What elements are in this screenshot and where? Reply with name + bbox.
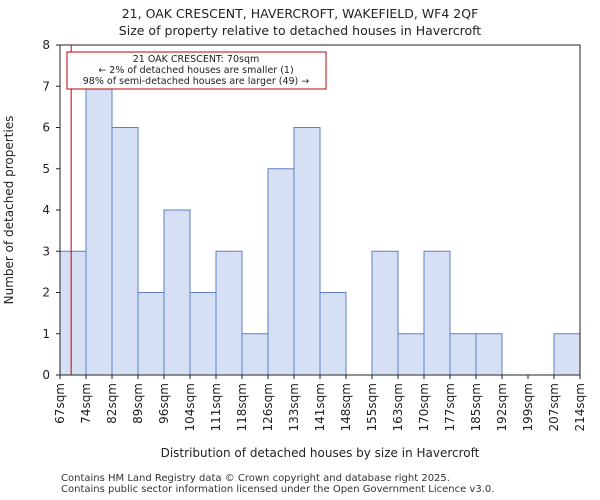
x-tick-label: 214sqm xyxy=(573,383,587,431)
x-axis: 67sqm 74sqm 82sqm 89sqm 96sqm 104sqm 111sqm 118… xyxy=(53,375,587,431)
bar-104sqm xyxy=(189,292,217,376)
bar-74sqm xyxy=(85,85,113,376)
x-tick-label: 199sqm xyxy=(521,383,535,431)
y-axis-label: Number of detached properties xyxy=(2,116,16,305)
annotation-line-2: ← 2% of detached houses are smaller (1) xyxy=(98,65,293,76)
bar-126sqm xyxy=(267,168,295,376)
bar-177sqm xyxy=(449,333,477,376)
x-tick-label: 74sqm xyxy=(79,383,93,424)
x-axis-label: Distribution of detached houses by size … xyxy=(161,446,480,460)
x-tick-label: 67sqm xyxy=(53,383,67,424)
bar-133sqm xyxy=(293,127,321,376)
bar-82sqm xyxy=(111,127,139,376)
x-tick-label: 170sqm xyxy=(417,383,431,431)
y-tick-label: 5 xyxy=(42,162,50,176)
y-tick-label: 3 xyxy=(42,244,50,258)
x-tick-label: 82sqm xyxy=(105,383,119,424)
bar-67sqm xyxy=(59,250,87,376)
y-tick-label: 4 xyxy=(42,203,50,217)
bar-155sqm xyxy=(371,250,399,376)
x-tick-label: 111sqm xyxy=(209,383,223,431)
x-tick-label: 163sqm xyxy=(391,383,405,431)
x-tick-label: 133sqm xyxy=(287,383,301,431)
bar-111sqm xyxy=(215,250,243,376)
x-tick-label: 185sqm xyxy=(469,383,483,431)
bar-170sqm xyxy=(423,250,451,376)
bar-141sqm xyxy=(319,292,347,376)
x-tick-label: 96sqm xyxy=(157,383,171,424)
x-tick-label: 126sqm xyxy=(261,383,275,431)
y-tick-label: 0 xyxy=(42,368,50,382)
annotation-border xyxy=(66,51,327,90)
annotation-line-1: 21 OAK CRESCENT: 70sqm xyxy=(133,54,259,65)
x-tick-label: 177sqm xyxy=(443,383,457,431)
y-tick-label: 2 xyxy=(42,286,50,300)
bar-89sqm xyxy=(137,292,165,376)
y-tick-label: 7 xyxy=(42,79,50,93)
bar-185sqm xyxy=(475,333,503,376)
annotation-line-3: 98% of semi-detached houses are larger (… xyxy=(83,76,310,87)
x-tick-label: 192sqm xyxy=(495,383,509,431)
y-axis: 0 1 2 3 4 5 6 7 8 xyxy=(42,38,60,382)
y-tick-label: 1 xyxy=(42,327,50,341)
x-tick-label: 89sqm xyxy=(131,383,145,424)
bar-207sqm xyxy=(553,333,581,376)
x-tick-label: 155sqm xyxy=(365,383,379,431)
bars-group xyxy=(59,85,581,376)
y-tick-label: 8 xyxy=(42,38,50,52)
x-tick-label: 118sqm xyxy=(235,383,249,431)
bar-118sqm xyxy=(241,333,269,376)
x-tick-label: 207sqm xyxy=(547,383,561,431)
footer: Contains HM Land Registry data © Crown c… xyxy=(61,473,494,495)
bar-96sqm xyxy=(163,209,191,376)
annotation-box: 21 OAK CRESCENT: 70sqm ← 2% of detached … xyxy=(66,51,327,90)
chart-title: 21, OAK CRESCENT, HAVERCROFT, WAKEFIELD,… xyxy=(0,5,600,39)
chart-title-line1: 21, OAK CRESCENT, HAVERCROFT, WAKEFIELD,… xyxy=(121,6,479,21)
x-tick-label: 141sqm xyxy=(313,383,327,431)
chart-subtitle: Size of property relative to detached ho… xyxy=(118,23,482,38)
x-tick-label: 148sqm xyxy=(339,383,353,431)
footer-line-2: Contains public sector information licen… xyxy=(61,484,495,495)
bar-163sqm xyxy=(397,333,425,376)
y-tick-label: 6 xyxy=(42,121,50,135)
x-tick-label: 104sqm xyxy=(183,383,197,431)
footer-line-1: Contains HM Land Registry data © Crown c… xyxy=(61,473,450,484)
